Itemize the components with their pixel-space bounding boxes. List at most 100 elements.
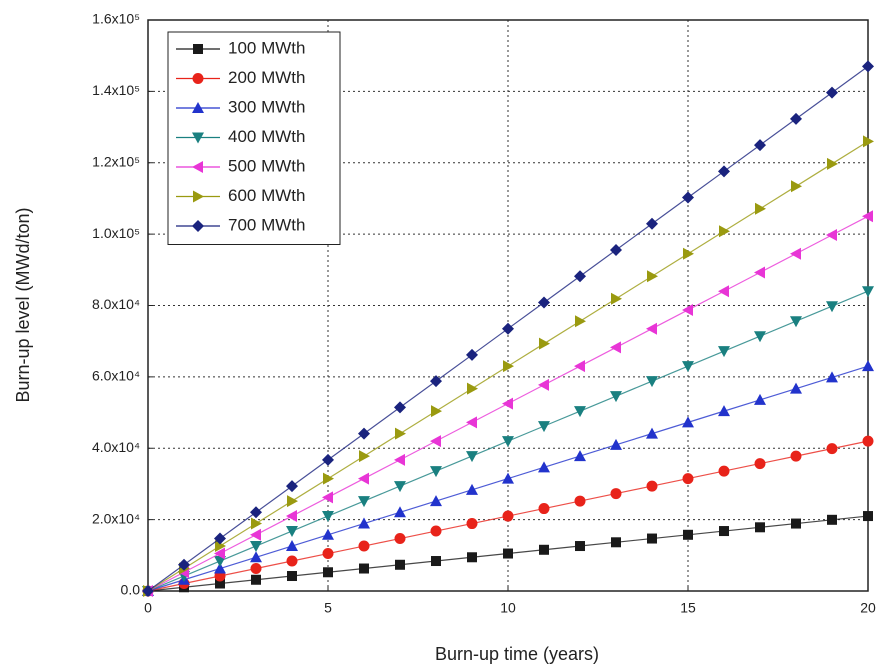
marker bbox=[323, 567, 333, 577]
x-axis-title: Burn-up time (years) bbox=[435, 644, 599, 664]
y-tick-label: 1.6x10⁵ bbox=[92, 11, 140, 27]
marker bbox=[647, 270, 658, 282]
y-tick-label: 6.0x10⁴ bbox=[92, 368, 140, 384]
marker bbox=[287, 556, 298, 567]
marker bbox=[683, 473, 694, 484]
marker bbox=[322, 454, 334, 466]
marker bbox=[359, 564, 369, 574]
marker bbox=[430, 466, 442, 477]
marker bbox=[394, 481, 406, 492]
marker bbox=[611, 488, 622, 499]
marker bbox=[682, 192, 694, 204]
marker bbox=[682, 416, 694, 427]
marker bbox=[575, 315, 586, 327]
marker bbox=[467, 383, 478, 395]
marker bbox=[611, 293, 622, 305]
marker bbox=[502, 473, 514, 484]
legend-label: 300 MWth bbox=[228, 97, 305, 116]
marker bbox=[503, 549, 513, 559]
marker bbox=[790, 113, 802, 125]
marker bbox=[718, 346, 730, 357]
marker bbox=[395, 560, 405, 570]
marker bbox=[251, 563, 262, 574]
marker bbox=[250, 506, 262, 518]
marker bbox=[574, 406, 586, 417]
marker bbox=[790, 248, 801, 260]
marker bbox=[287, 495, 298, 507]
marker bbox=[251, 575, 261, 585]
marker bbox=[683, 248, 694, 260]
marker bbox=[502, 323, 514, 335]
marker bbox=[431, 526, 442, 537]
x-tick-label: 10 bbox=[500, 600, 516, 616]
marker bbox=[323, 473, 334, 485]
legend-label: 100 MWth bbox=[228, 38, 305, 57]
marker bbox=[539, 503, 550, 514]
marker bbox=[862, 60, 874, 72]
legend-label: 500 MWth bbox=[228, 156, 305, 175]
marker bbox=[754, 394, 766, 405]
marker bbox=[791, 180, 802, 192]
marker bbox=[359, 450, 370, 462]
legend-label: 200 MWth bbox=[228, 68, 305, 87]
marker bbox=[791, 519, 801, 529]
marker bbox=[683, 530, 693, 540]
marker bbox=[827, 443, 838, 454]
marker bbox=[575, 496, 586, 507]
marker bbox=[322, 511, 334, 522]
marker bbox=[394, 401, 406, 413]
marker bbox=[467, 518, 478, 529]
x-tick-label: 15 bbox=[680, 600, 696, 616]
marker bbox=[286, 510, 297, 522]
marker bbox=[790, 383, 802, 394]
marker bbox=[395, 428, 406, 440]
marker bbox=[610, 341, 621, 353]
marker bbox=[538, 379, 549, 391]
marker bbox=[574, 270, 586, 282]
marker bbox=[251, 518, 262, 530]
marker bbox=[862, 360, 874, 371]
y-tick-label: 0.0 bbox=[121, 582, 141, 598]
marker bbox=[466, 349, 478, 361]
marker bbox=[430, 375, 442, 387]
marker bbox=[250, 541, 262, 552]
marker bbox=[790, 316, 802, 327]
marker bbox=[322, 529, 334, 540]
marker bbox=[193, 44, 203, 54]
marker bbox=[826, 371, 838, 382]
marker bbox=[286, 540, 298, 551]
marker bbox=[539, 545, 549, 555]
marker bbox=[250, 529, 261, 541]
marker bbox=[863, 436, 874, 447]
marker bbox=[826, 301, 838, 312]
marker bbox=[538, 296, 550, 308]
marker bbox=[538, 461, 550, 472]
marker bbox=[827, 158, 838, 170]
marker bbox=[431, 405, 442, 417]
marker bbox=[610, 244, 622, 256]
marker bbox=[193, 73, 204, 84]
marker bbox=[755, 203, 766, 215]
marker bbox=[862, 286, 874, 297]
y-tick-label: 1.0x10⁵ bbox=[92, 225, 140, 241]
marker bbox=[503, 511, 514, 522]
marker bbox=[610, 391, 622, 402]
marker bbox=[826, 87, 838, 99]
marker bbox=[611, 537, 621, 547]
marker bbox=[646, 218, 658, 230]
legend-label: 700 MWth bbox=[228, 215, 305, 234]
marker bbox=[791, 451, 802, 462]
marker bbox=[250, 551, 262, 562]
marker bbox=[754, 266, 765, 278]
marker bbox=[466, 451, 478, 462]
marker bbox=[827, 515, 837, 525]
y-tick-label: 1.2x10⁵ bbox=[92, 153, 140, 169]
marker bbox=[286, 480, 298, 492]
marker bbox=[539, 338, 550, 350]
marker bbox=[755, 458, 766, 469]
y-tick-label: 1.4x10⁵ bbox=[92, 82, 140, 98]
marker bbox=[754, 331, 766, 342]
legend-label: 600 MWth bbox=[228, 186, 305, 205]
marker bbox=[646, 323, 657, 335]
marker bbox=[538, 421, 550, 432]
